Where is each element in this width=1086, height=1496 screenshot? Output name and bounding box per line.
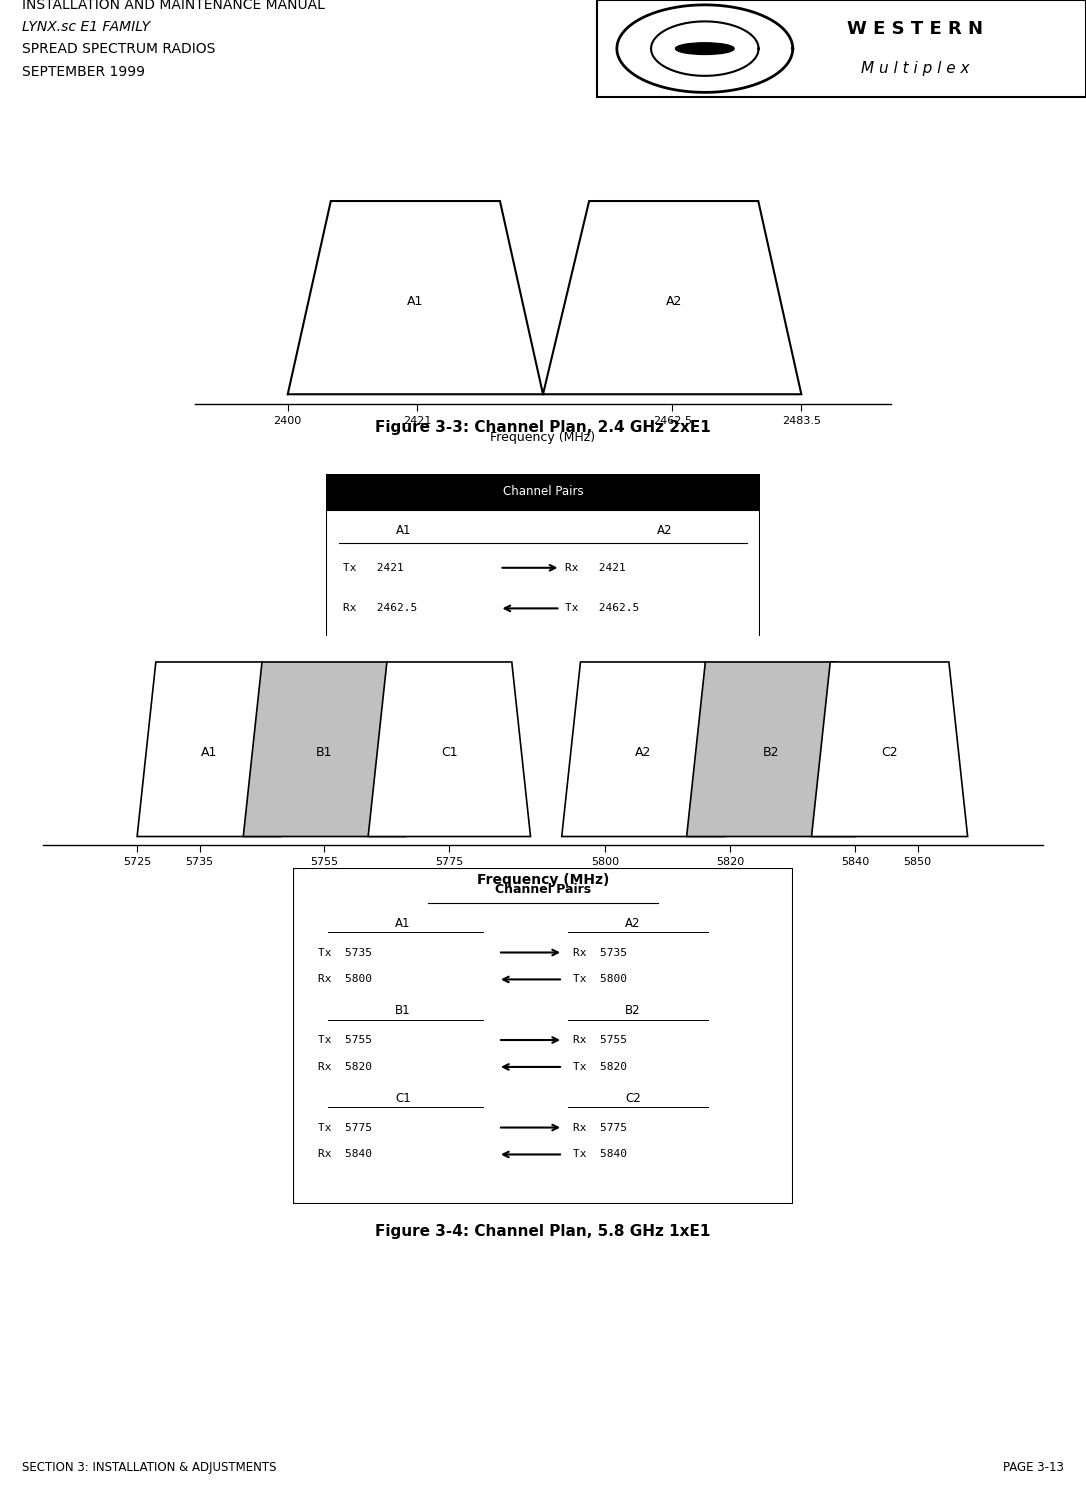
Text: Tx  5800: Tx 5800 [573,974,627,984]
Text: A2: A2 [626,917,641,929]
Text: C1: C1 [395,1092,411,1104]
Text: Rx   2421: Rx 2421 [565,562,626,573]
Circle shape [675,43,734,54]
Polygon shape [811,661,968,836]
X-axis label: Frequency (MHz): Frequency (MHz) [491,431,595,444]
Text: Figure 3-4: Channel Plan, 5.8 GHz 1xE1: Figure 3-4: Channel Plan, 5.8 GHz 1xE1 [376,1224,710,1239]
Text: Rx  5775: Rx 5775 [573,1122,627,1132]
Text: B1: B1 [316,747,332,760]
Text: Rx  5755: Rx 5755 [573,1035,627,1046]
Text: Rx  5840: Rx 5840 [318,1149,372,1159]
Text: Channel Pairs: Channel Pairs [495,883,591,896]
Text: A2: A2 [634,747,652,760]
Text: A2: A2 [657,524,672,537]
Polygon shape [543,200,801,395]
Text: INSTALLATION AND MAINTENANCE MANUAL: INSTALLATION AND MAINTENANCE MANUAL [22,0,325,12]
Text: A1: A1 [396,524,412,537]
Text: SEPTEMBER 1999: SEPTEMBER 1999 [22,64,144,79]
Text: Rx   2462.5: Rx 2462.5 [343,603,417,613]
Text: LYNX.sc E1 FAMILY: LYNX.sc E1 FAMILY [22,19,150,34]
Bar [326,474,760,510]
Text: A1: A1 [407,295,424,308]
Polygon shape [137,661,281,836]
Text: C2: C2 [881,747,898,760]
X-axis label: Frequency (MHz): Frequency (MHz) [477,872,609,887]
Text: PAGE 3-13: PAGE 3-13 [1003,1462,1064,1474]
Text: Tx  5820: Tx 5820 [573,1062,627,1073]
Text: Tx  5840: Tx 5840 [573,1149,627,1159]
Polygon shape [288,200,543,395]
Text: A2: A2 [666,295,682,308]
Text: Channel Pairs: Channel Pairs [503,485,583,498]
Polygon shape [561,661,724,836]
Polygon shape [368,661,531,836]
Text: B2: B2 [762,747,779,760]
Text: Tx  5755: Tx 5755 [318,1035,372,1046]
Text: SPREAD SPECTRUM RADIOS: SPREAD SPECTRUM RADIOS [22,42,215,57]
Text: Tx   2421: Tx 2421 [343,562,404,573]
Text: Tx  5775: Tx 5775 [318,1122,372,1132]
Text: A1: A1 [395,917,411,929]
Polygon shape [243,661,406,836]
Text: Rx  5800: Rx 5800 [318,974,372,984]
Text: Tx   2462.5: Tx 2462.5 [565,603,639,613]
Text: A1: A1 [201,747,217,760]
Text: Rx  5735: Rx 5735 [573,947,627,957]
Text: M u l t i p l e x: M u l t i p l e x [861,60,969,76]
Text: B2: B2 [626,1004,641,1017]
Text: Tx  5735: Tx 5735 [318,947,372,957]
Text: C1: C1 [441,747,457,760]
Text: W E S T E R N: W E S T E R N [847,19,983,39]
Text: C2: C2 [626,1092,641,1104]
Text: SECTION 3: INSTALLATION & ADJUSTMENTS: SECTION 3: INSTALLATION & ADJUSTMENTS [22,1462,276,1474]
Text: Rx  5820: Rx 5820 [318,1062,372,1073]
Polygon shape [686,661,856,836]
Text: Figure 3-3: Channel Plan, 2.4 GHz 2xE1: Figure 3-3: Channel Plan, 2.4 GHz 2xE1 [375,420,711,435]
Text: B1: B1 [395,1004,411,1017]
